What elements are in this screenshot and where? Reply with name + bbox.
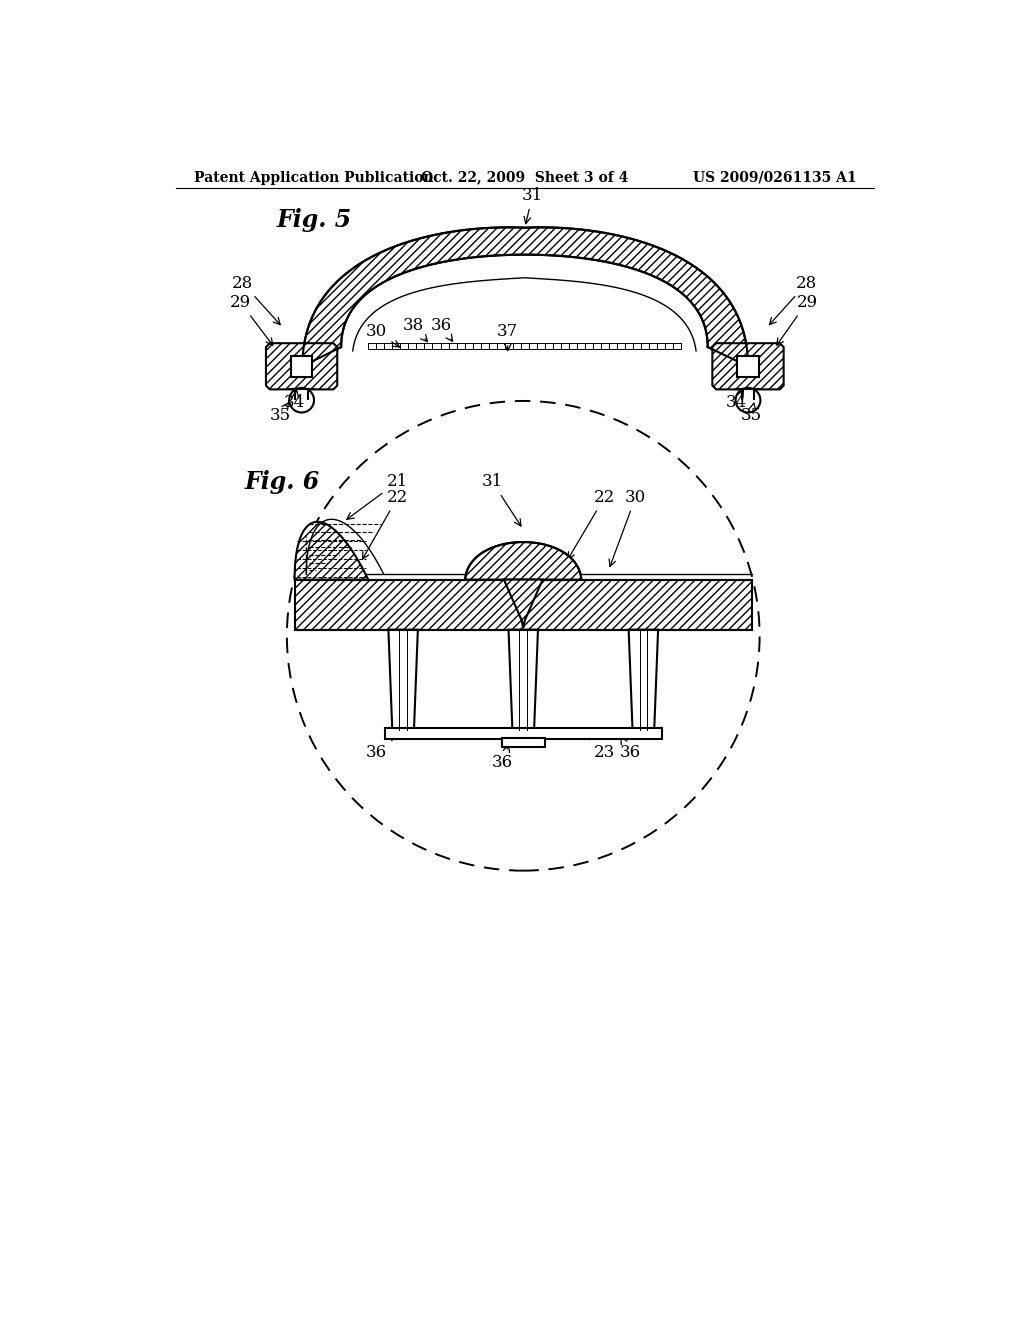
Polygon shape <box>504 579 543 628</box>
Polygon shape <box>509 630 538 730</box>
Polygon shape <box>291 355 312 378</box>
Text: 22: 22 <box>568 488 615 560</box>
Text: 36: 36 <box>430 317 453 342</box>
Text: Fig. 5: Fig. 5 <box>276 209 352 232</box>
Text: 36: 36 <box>620 737 641 762</box>
Text: 34: 34 <box>726 391 746 411</box>
Polygon shape <box>713 343 783 389</box>
Text: 29: 29 <box>229 294 272 346</box>
Polygon shape <box>502 738 545 747</box>
Text: Oct. 22, 2009  Sheet 3 of 4: Oct. 22, 2009 Sheet 3 of 4 <box>421 170 629 185</box>
Text: US 2009/0261135 A1: US 2009/0261135 A1 <box>693 170 856 185</box>
Text: 38: 38 <box>402 317 427 342</box>
Text: 22: 22 <box>362 488 409 558</box>
Text: 30: 30 <box>609 488 646 566</box>
Polygon shape <box>737 355 759 378</box>
Text: 23: 23 <box>580 731 615 762</box>
Text: 28: 28 <box>232 275 281 325</box>
Text: 28: 28 <box>769 275 817 325</box>
Polygon shape <box>295 579 752 630</box>
Text: 36: 36 <box>366 733 402 762</box>
Text: Patent Application Publication: Patent Application Publication <box>194 170 433 185</box>
Polygon shape <box>385 729 662 739</box>
Polygon shape <box>302 227 748 367</box>
Circle shape <box>289 388 314 413</box>
Polygon shape <box>629 630 658 730</box>
Polygon shape <box>266 343 337 389</box>
Polygon shape <box>295 521 369 579</box>
Text: 29: 29 <box>777 294 817 345</box>
Polygon shape <box>388 630 418 730</box>
Text: Fig. 6: Fig. 6 <box>245 470 319 494</box>
Text: 30: 30 <box>366 323 399 347</box>
Text: 35: 35 <box>269 403 291 424</box>
Text: 37: 37 <box>497 323 518 351</box>
Text: 31: 31 <box>522 187 543 223</box>
Text: 34: 34 <box>284 391 305 411</box>
Text: 31: 31 <box>481 474 521 527</box>
Text: 35: 35 <box>740 403 762 424</box>
Polygon shape <box>465 543 582 579</box>
Circle shape <box>735 388 761 413</box>
Text: 36: 36 <box>492 746 513 771</box>
Text: 21: 21 <box>347 474 409 519</box>
